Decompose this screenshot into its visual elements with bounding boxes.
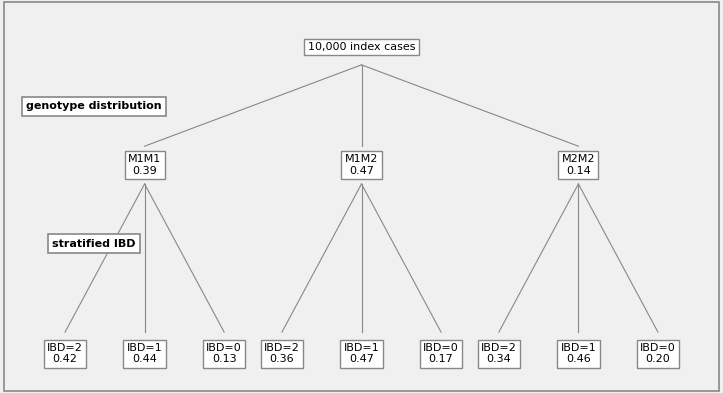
Text: M2M2
0.14: M2M2 0.14: [562, 154, 595, 176]
Text: IBD=2
0.34: IBD=2 0.34: [481, 343, 517, 364]
Text: 10,000 index cases: 10,000 index cases: [308, 42, 415, 52]
Text: M1M1
0.39: M1M1 0.39: [128, 154, 161, 176]
Text: genotype distribution: genotype distribution: [26, 101, 162, 111]
Text: IBD=1
0.44: IBD=1 0.44: [127, 343, 163, 364]
Text: M1M2
0.47: M1M2 0.47: [345, 154, 378, 176]
Text: stratified IBD: stratified IBD: [52, 239, 136, 249]
Text: IBD=0
0.13: IBD=0 0.13: [206, 343, 242, 364]
Text: IBD=1
0.47: IBD=1 0.47: [343, 343, 380, 364]
Text: IBD=1
0.46: IBD=1 0.46: [560, 343, 596, 364]
Text: IBD=0
0.17: IBD=0 0.17: [423, 343, 459, 364]
Text: IBD=0
0.20: IBD=0 0.20: [640, 343, 676, 364]
Text: IBD=2
0.42: IBD=2 0.42: [47, 343, 83, 364]
Text: IBD=2
0.36: IBD=2 0.36: [264, 343, 300, 364]
